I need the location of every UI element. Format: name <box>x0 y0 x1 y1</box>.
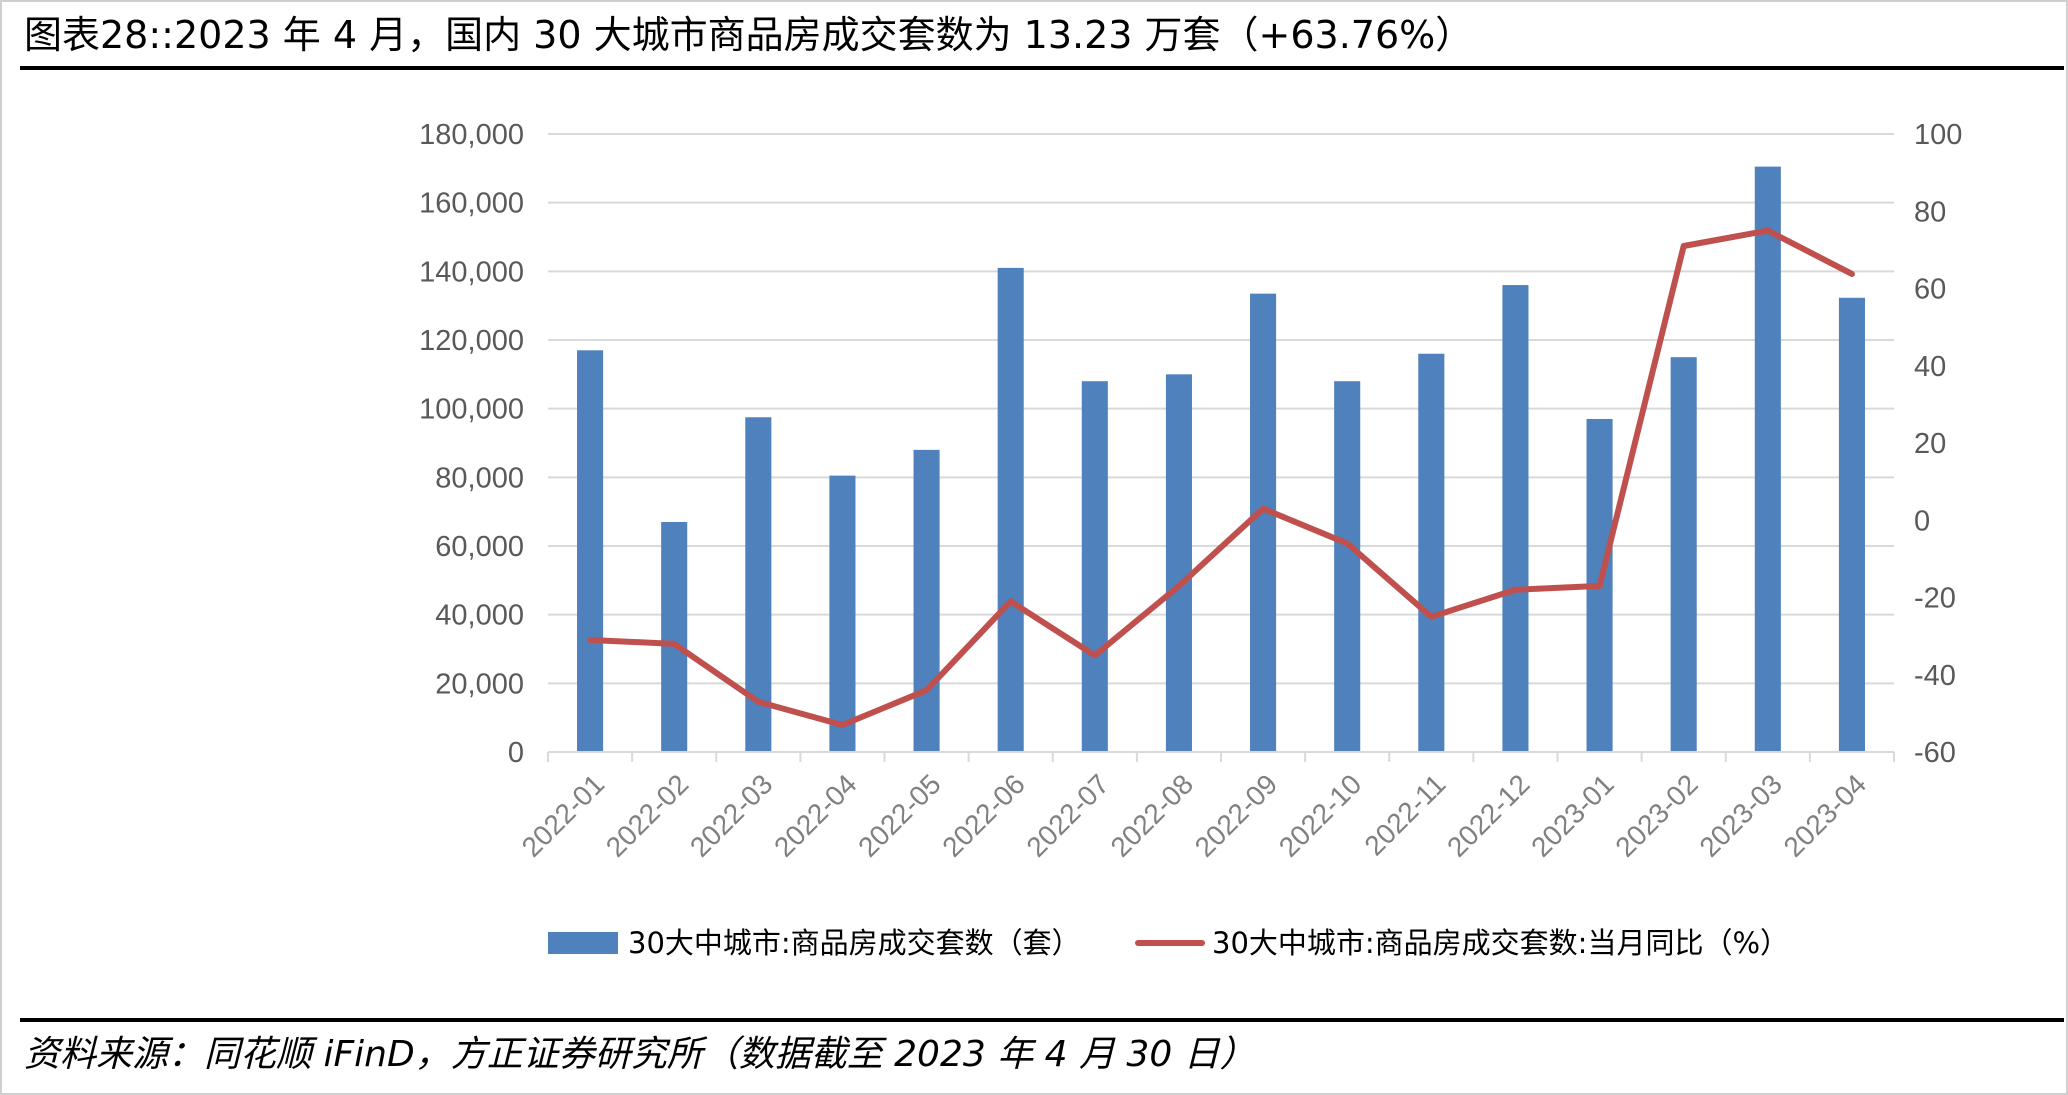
x-tick-label: 2023-03 <box>1693 768 1788 863</box>
x-tick-label: 2022-11 <box>1358 768 1451 861</box>
x-tick-label: 2022-12 <box>1441 768 1536 863</box>
y-left-tick-label: 100,000 <box>419 394 524 426</box>
x-tick-label: 2022-01 <box>516 768 611 863</box>
bar <box>661 521 688 752</box>
bar <box>1250 293 1277 752</box>
x-tick-label: 2022-03 <box>684 768 779 863</box>
y-left-tick-label: 80,000 <box>435 462 524 494</box>
y-left-tick-label: 40,000 <box>435 600 524 632</box>
bar <box>1670 357 1697 752</box>
legend-bar-label: 30大中城市:商品房成交套数（套） <box>628 926 1081 960</box>
x-tick-label: 2022-05 <box>852 768 947 863</box>
x-tick-label: 2023-04 <box>1778 768 1873 863</box>
figure-title: 图表28::2023 年 4 月，国内 30 大城市商品房成交套数为 13.23… <box>24 13 1474 57</box>
y-right-tick-label: 20 <box>1914 428 1946 460</box>
bar <box>829 475 856 752</box>
bar <box>1838 297 1865 752</box>
y-right-tick-label: 80 <box>1914 196 1946 228</box>
source-note: 资料来源：同花顺 iFinD，方正证券研究所（数据截至 2023 年 4 月 3… <box>24 1034 1256 1075</box>
bar <box>1502 285 1529 752</box>
yoy-line <box>587 227 1855 728</box>
bar <box>997 267 1024 752</box>
x-tick-label: 2022-08 <box>1105 768 1200 863</box>
bar <box>1081 381 1108 752</box>
y-right-tick-label: 0 <box>1914 505 1930 537</box>
bar <box>577 350 604 752</box>
bar <box>1754 166 1781 752</box>
bar <box>913 449 940 752</box>
x-tick-label: 2022-02 <box>600 768 695 863</box>
y-left-tick-label: 160,000 <box>419 188 524 220</box>
x-tick-label: 2022-04 <box>768 768 863 863</box>
y-left-tick-label: 20,000 <box>435 668 524 700</box>
y-right-tick-label: 60 <box>1914 274 1946 306</box>
title-rule <box>20 66 2064 70</box>
x-tick-label: 2022-06 <box>936 768 1031 863</box>
x-tick-label: 2022-07 <box>1020 768 1115 863</box>
legend-bar-swatch <box>548 932 618 954</box>
y-right-tick-label: -20 <box>1914 583 1956 615</box>
source-rule <box>20 1018 2064 1022</box>
y-left-tick-label: 140,000 <box>419 256 524 288</box>
y-right-tick-label: -60 <box>1914 737 1956 769</box>
bar <box>1418 353 1445 752</box>
bar <box>1165 374 1192 752</box>
x-tick-label: 2023-02 <box>1609 768 1704 863</box>
y-right-tick-label: 40 <box>1914 351 1946 383</box>
y-left-tick-label: 60,000 <box>435 531 524 563</box>
bar <box>1334 381 1361 752</box>
y-right-tick-label: 100 <box>1914 119 1962 151</box>
x-tick-label: 2022-10 <box>1273 768 1368 863</box>
x-tick-label: 2023-01 <box>1525 768 1620 863</box>
y-left-tick-label: 120,000 <box>419 325 524 357</box>
x-tick-label: 2022-09 <box>1189 768 1284 863</box>
legend-line-label: 30大中城市:商品房成交套数:当月同比（%） <box>1212 926 1789 960</box>
y-right-tick-label: -40 <box>1914 660 1956 692</box>
y-left-tick-label: 0 <box>508 737 524 769</box>
y-left-tick-label: 180,000 <box>419 119 524 151</box>
